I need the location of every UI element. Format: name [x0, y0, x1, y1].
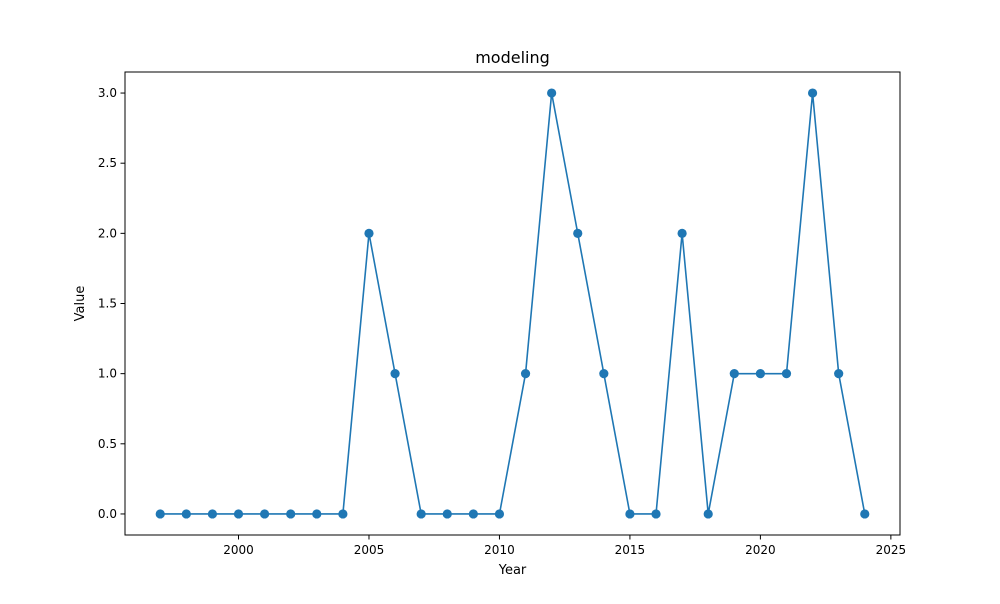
y-tick-label: 0.5 — [98, 437, 117, 451]
data-point — [390, 369, 400, 379]
y-tick-label: 2.5 — [98, 156, 117, 170]
data-point — [494, 509, 505, 519]
data-point — [625, 509, 635, 519]
series-line — [160, 92, 866, 515]
data-point — [312, 509, 322, 519]
x-tick-label: 2000 — [223, 543, 254, 557]
x-tick-label: 2010 — [484, 543, 515, 557]
data-point — [703, 509, 713, 519]
data-point — [651, 509, 661, 519]
data-point — [416, 509, 426, 519]
plot-area — [155, 88, 870, 519]
data-point — [233, 509, 244, 519]
y-tick-label: 0.0 — [98, 507, 117, 521]
y-tick-label: 1.0 — [98, 367, 117, 381]
data-point — [781, 369, 792, 379]
data-point — [807, 88, 818, 98]
data-point — [547, 88, 557, 98]
data-point — [468, 509, 478, 519]
data-point — [442, 509, 452, 519]
x-tick-label: 2020 — [745, 543, 776, 557]
y-tick-label: 3.0 — [98, 86, 117, 100]
data-point — [364, 228, 374, 238]
x-tick-label: 2005 — [354, 543, 385, 557]
y-tick-label: 2.0 — [98, 226, 117, 240]
data-point — [181, 509, 191, 519]
x-tick-label: 2015 — [615, 543, 646, 557]
data-point — [729, 369, 739, 379]
data-point — [520, 369, 531, 379]
x-axis-ticks: 2000 2005 2010 2015 2020 2025 — [223, 535, 906, 557]
data-point — [286, 509, 296, 519]
data-point — [860, 509, 870, 519]
data-point — [207, 509, 218, 519]
y-axis-ticks: 0.0 0.5 1.0 1.5 2.0 2.5 3.0 — [98, 86, 125, 521]
x-axis-label: Year — [498, 563, 527, 578]
y-tick-label: 1.5 — [98, 297, 117, 311]
data-point — [573, 228, 583, 238]
data-point — [599, 369, 609, 379]
y-axis-label: Value — [73, 286, 88, 322]
data-point — [338, 509, 348, 519]
data-point — [260, 509, 270, 519]
data-point — [755, 369, 766, 379]
data-point — [834, 369, 844, 379]
data-point — [155, 509, 165, 519]
chart-title: modeling — [475, 48, 550, 67]
data-point — [677, 228, 687, 238]
x-tick-label: 2025 — [876, 543, 907, 557]
